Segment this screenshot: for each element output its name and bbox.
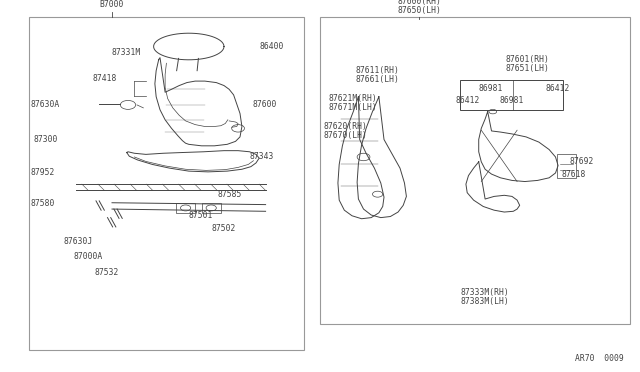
Text: 87418: 87418	[93, 74, 117, 83]
Text: 87952: 87952	[31, 169, 55, 177]
Text: 87383M(LH): 87383M(LH)	[461, 297, 509, 306]
Text: 86412: 86412	[456, 96, 480, 105]
Text: 87600: 87600	[253, 100, 277, 109]
Text: 87585: 87585	[218, 190, 242, 199]
Text: 87333M(RH): 87333M(RH)	[461, 288, 509, 296]
Text: 87651(LH): 87651(LH)	[506, 64, 550, 73]
Text: 86981: 86981	[499, 96, 524, 105]
Text: 87621M(RH): 87621M(RH)	[328, 94, 377, 103]
Bar	[29, 17, 304, 350]
Text: 87600(RH): 87600(RH)	[397, 0, 441, 6]
Text: 87532: 87532	[95, 268, 119, 277]
Text: 87343: 87343	[250, 153, 274, 161]
Bar	[460, 80, 563, 110]
Text: 87670(LH): 87670(LH)	[323, 131, 367, 140]
Text: 87650(LH): 87650(LH)	[397, 6, 441, 15]
Bar	[320, 17, 630, 324]
Text: AR70  0009: AR70 0009	[575, 354, 624, 363]
Text: 87618: 87618	[562, 170, 586, 179]
Text: 87611(RH): 87611(RH)	[355, 66, 399, 75]
Text: B7000: B7000	[100, 0, 124, 9]
Text: 87501: 87501	[189, 211, 213, 220]
Text: 87630J: 87630J	[64, 237, 93, 246]
Text: 87300: 87300	[34, 135, 58, 144]
Text: 87661(LH): 87661(LH)	[355, 76, 399, 84]
Text: 87331M: 87331M	[112, 48, 141, 57]
Text: 87671M(LH): 87671M(LH)	[328, 103, 377, 112]
Text: 86981: 86981	[479, 84, 503, 93]
Text: 87601(RH): 87601(RH)	[506, 55, 550, 64]
Text: 87502: 87502	[211, 224, 236, 233]
Text: 87580: 87580	[31, 199, 55, 208]
Text: 87000A: 87000A	[74, 252, 103, 261]
Text: 86400: 86400	[259, 42, 284, 51]
Bar	[202, 203, 221, 213]
Text: 87620(RH): 87620(RH)	[323, 122, 367, 131]
Bar	[557, 154, 576, 178]
Text: 86412: 86412	[545, 84, 570, 93]
Text: 87692: 87692	[570, 157, 594, 166]
Bar	[176, 203, 195, 213]
Text: 87630A: 87630A	[31, 100, 60, 109]
